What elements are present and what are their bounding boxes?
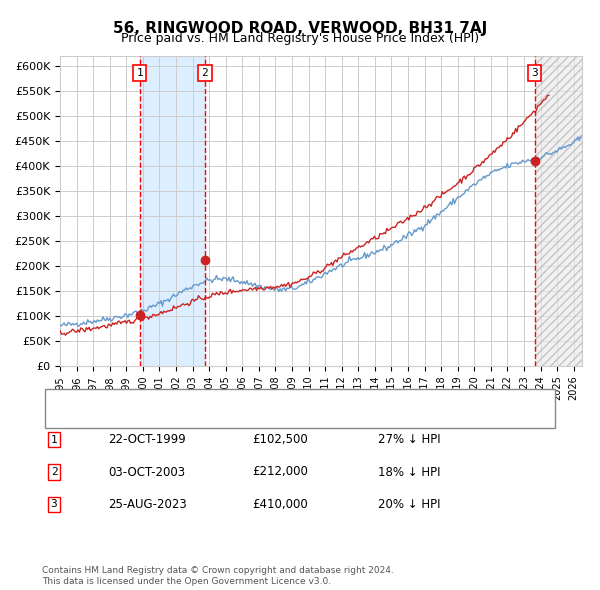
Text: 1: 1 xyxy=(136,68,143,78)
FancyBboxPatch shape xyxy=(44,389,556,428)
Text: 22-OCT-1999: 22-OCT-1999 xyxy=(108,433,186,446)
Bar xyxy=(140,56,205,366)
Text: Contains HM Land Registry data © Crown copyright and database right 2024.: Contains HM Land Registry data © Crown c… xyxy=(42,566,394,575)
Text: 18% ↓ HPI: 18% ↓ HPI xyxy=(378,466,440,478)
Text: 03-OCT-2003: 03-OCT-2003 xyxy=(108,466,185,478)
Text: 2: 2 xyxy=(50,467,58,477)
Text: 56, RINGWOOD ROAD, VERWOOD, BH31 7AJ (detached house): 56, RINGWOOD ROAD, VERWOOD, BH31 7AJ (de… xyxy=(94,394,419,404)
Text: 1: 1 xyxy=(50,435,58,444)
Text: £212,000: £212,000 xyxy=(252,466,308,478)
Text: 20% ↓ HPI: 20% ↓ HPI xyxy=(378,498,440,511)
Text: £410,000: £410,000 xyxy=(252,498,308,511)
Text: Price paid vs. HM Land Registry's House Price Index (HPI): Price paid vs. HM Land Registry's House … xyxy=(121,32,479,45)
Bar xyxy=(535,56,582,366)
Bar xyxy=(535,56,582,366)
Text: 27% ↓ HPI: 27% ↓ HPI xyxy=(378,433,440,446)
Text: £102,500: £102,500 xyxy=(252,433,308,446)
Text: 56, RINGWOOD ROAD, VERWOOD, BH31 7AJ: 56, RINGWOOD ROAD, VERWOOD, BH31 7AJ xyxy=(113,21,487,35)
Text: 2: 2 xyxy=(202,68,208,78)
Text: 25-AUG-2023: 25-AUG-2023 xyxy=(108,498,187,511)
Text: This data is licensed under the Open Government Licence v3.0.: This data is licensed under the Open Gov… xyxy=(42,576,331,586)
Text: 3: 3 xyxy=(532,68,538,78)
Text: HPI: Average price, detached house, Dorset: HPI: Average price, detached house, Dors… xyxy=(94,414,321,423)
Text: 3: 3 xyxy=(50,500,58,509)
